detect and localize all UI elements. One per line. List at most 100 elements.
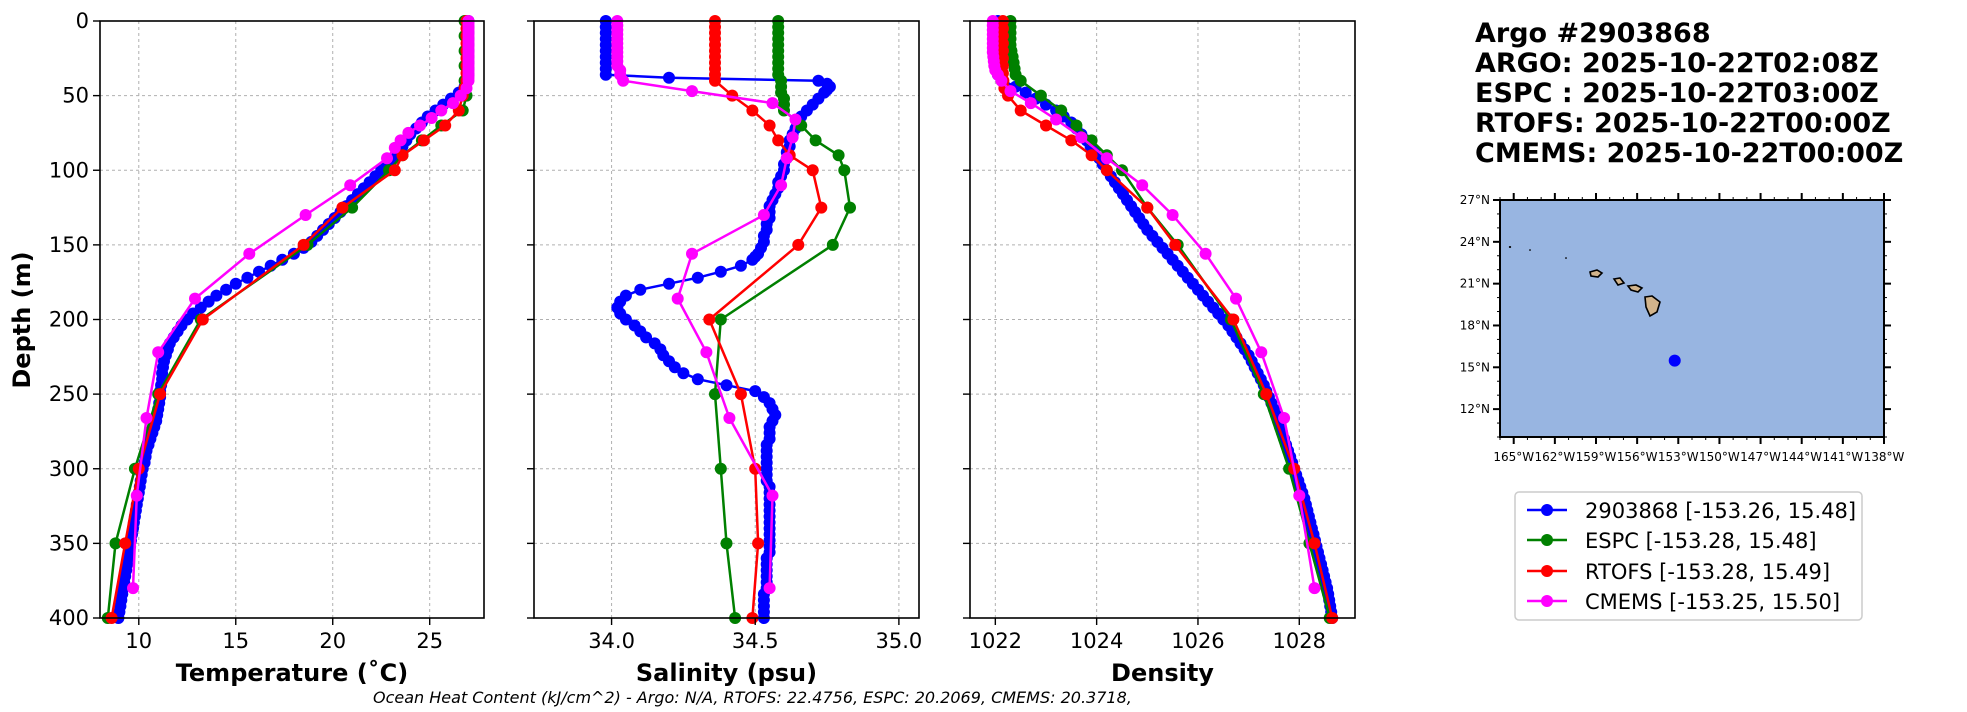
temperature-point-rtofs [297,238,310,251]
salinity-point-espc [709,388,721,401]
island-kauai [1589,269,1604,278]
map-lon-label: 150°W [1699,450,1740,464]
depth-axis-title: Depth (m) [8,251,36,388]
map-ocean [1499,199,1885,438]
legend-label-rtofs: RTOFS [-153.28, 15.49] [1585,560,1830,584]
temperature-point-espc [109,537,122,550]
density-xtick-label: 1028 [1273,629,1326,653]
salinity-point-rtofs [734,388,747,401]
density-point-rtofs [1141,201,1154,214]
density-point-cmems [1293,489,1306,502]
temperature-point-rtofs [417,134,430,147]
legend-entry-rtofs: RTOFS [-153.28, 15.49] [1527,560,1830,584]
salinity-point-espc [714,462,727,475]
island-necker [1565,257,1567,259]
density-point-rtofs [1260,388,1273,401]
map-lat-label: 12°N [1460,402,1490,416]
salinity-point-rtofs [815,201,828,214]
salinity-point-argo [634,283,647,296]
salinity-point-rtofs [772,134,785,147]
temperature-ytick-label: 150 [49,233,89,257]
salinity-point-cmems [723,412,736,424]
temperature-point-cmems [414,119,426,132]
map-lat-label: 27°N [1460,193,1490,207]
temperature-point-argo [241,271,254,284]
salinity-point-espc [826,238,839,251]
salinity-point-rtofs [806,164,819,177]
temperature-point-cmems [402,126,415,139]
temperature-point-rtofs [336,201,349,214]
density-point-rtofs [1169,238,1182,251]
temperature-panel: 0 50 100 150 200 250 300 350 400 10 15 20 25 Temperat… [49,9,485,687]
temperature-axis-title: Temperature (˚C) [176,659,409,687]
salinity-point-argo [663,71,675,84]
temperature-point-cmems [454,89,467,102]
temperature-point-cmems [381,152,393,165]
salinity-point-argo [691,271,704,284]
temperature-ytick-label: 250 [49,382,89,406]
density-point-cmems [1004,85,1017,98]
map-lon-label: 144°W [1781,450,1822,464]
density-point-cmems [1278,412,1291,424]
salinity-point-espc [832,149,845,162]
density-panel: 1022 1024 1026 1028 Density [963,15,1356,687]
temperature-xtick-label: 15 [222,629,249,653]
map-lon-label: 141°W [1822,450,1863,464]
density-xtick-label: 1022 [969,629,1022,653]
salinity-point-rtofs [746,104,759,117]
density-point-cmems [995,74,1008,87]
density-xtick-label: 1026 [1171,629,1224,653]
density-point-cmems [1166,209,1179,221]
salinity-point-cmems [775,179,788,192]
legend-marker-argo [1541,504,1553,516]
temperature-xtick-label: 20 [319,629,346,653]
salinity-point-rtofs [709,74,721,87]
density-point-rtofs [1065,134,1078,147]
header-title: Argo #2903868 [1475,18,1711,49]
salinity-point-cmems [671,292,684,305]
island-big-island [1644,295,1661,318]
legend-marker-espc [1541,534,1553,546]
salinity-xtick-label: 35.0 [876,629,923,653]
temperature-point-rtofs [132,462,145,475]
legend-label-espc: ESPC [-153.28, 15.48] [1585,529,1817,553]
salinity-panel: 34.0 34.5 35.0 Salinity (psu) [527,15,922,687]
density-xtick-label: 1024 [1070,629,1123,653]
temperature-point-argo [220,283,233,296]
salinity-xtick-label: 34.0 [588,629,635,653]
density-point-cmems [1199,247,1212,260]
salinity-point-cmems [617,74,630,87]
temperature-ytick-label: 50 [62,84,89,108]
island-molokai-maui [1626,284,1644,293]
temperature-point-rtofs [196,313,209,326]
density-point-cmems [1255,346,1268,359]
density-point-cmems [1024,97,1037,110]
density-point-rtofs [1085,149,1098,162]
temperature-point-cmems [127,582,139,595]
salinity-point-cmems [686,85,698,98]
map-lon-label: 165°W [1493,450,1534,464]
temperature-xtick-label: 10 [125,629,152,653]
temperature-point-cmems [152,346,165,359]
map-lon-label: 162°W [1534,450,1575,464]
temperature-ytick-label: 100 [49,158,89,182]
map-lat-label: 15°N [1460,360,1490,374]
salinity-point-argo [677,367,690,380]
density-point-rtofs [1100,164,1113,177]
density-point-cmems [1308,582,1321,595]
density-point-rtofs [1014,104,1027,117]
salinity-point-argo [714,265,727,278]
salinity-point-argo [691,373,704,386]
density-point-rtofs [1308,537,1321,550]
temperature-ytick-label: 200 [49,308,89,332]
salinity-point-cmems [763,582,776,595]
temperature-ytick-label: 350 [49,531,89,555]
salinity-xtick-label: 34.5 [732,629,779,653]
temperature-point-rtofs [396,149,409,162]
density-point-rtofs [1227,313,1240,326]
temperature-point-rtofs [439,119,452,132]
salinity-point-espc [809,134,822,147]
temperature-point-espc [346,201,359,214]
temperature-point-cmems [344,179,357,192]
salinity-point-argo [619,313,632,326]
